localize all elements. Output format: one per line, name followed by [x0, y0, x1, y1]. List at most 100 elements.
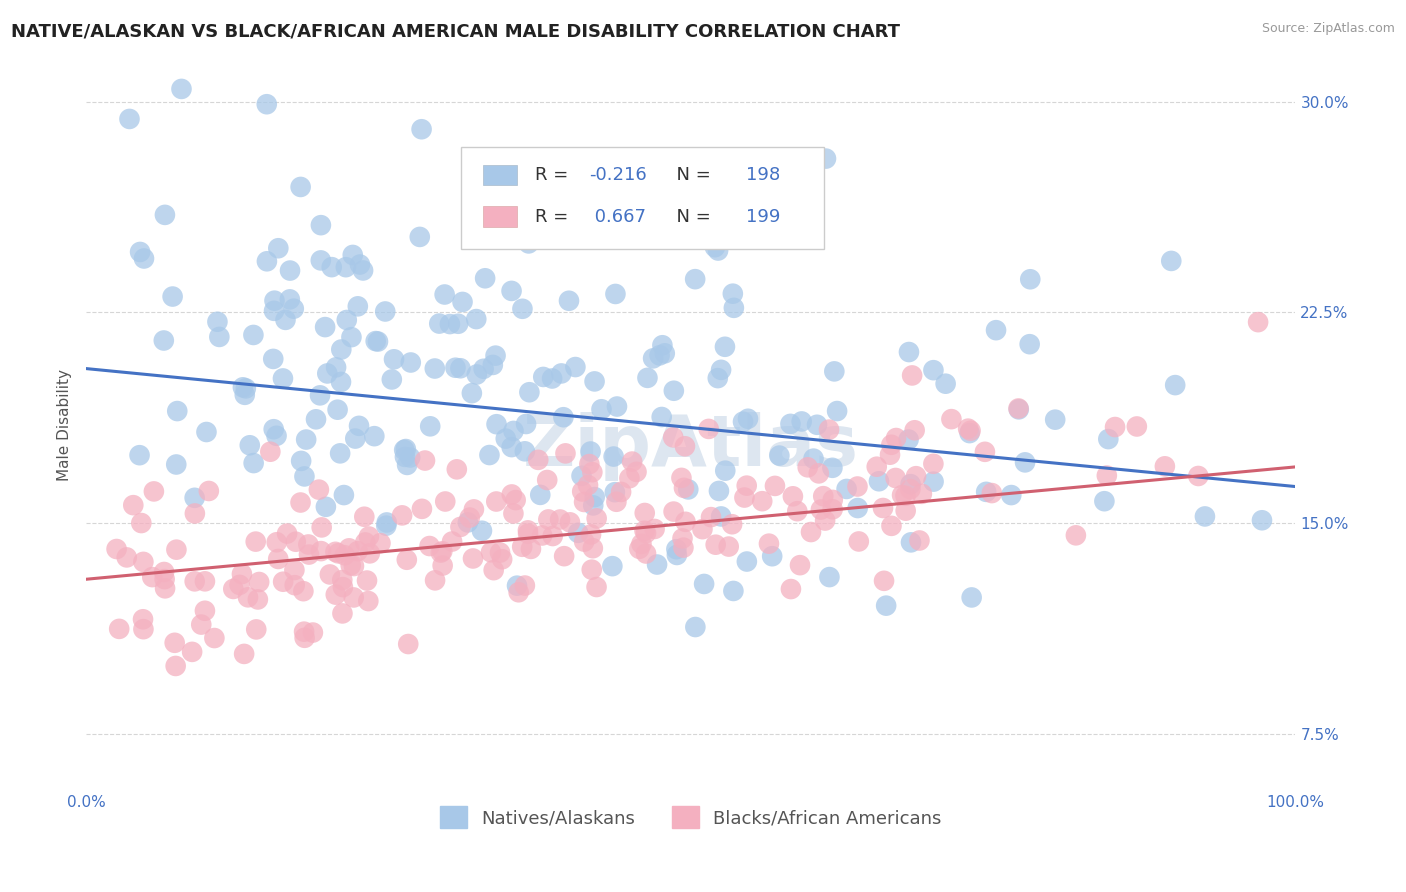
- Point: [222, 582, 245, 596]
- Point: [634, 526, 657, 541]
- Point: [472, 361, 495, 376]
- Point: [349, 258, 371, 272]
- Point: [333, 548, 356, 562]
- Point: [779, 417, 801, 431]
- Point: [678, 483, 700, 497]
- Point: [710, 363, 733, 377]
- Point: [315, 500, 337, 514]
- Point: [165, 542, 187, 557]
- Point: [353, 509, 375, 524]
- Point: [554, 446, 576, 460]
- Point: [935, 376, 957, 391]
- Point: [595, 211, 617, 225]
- Point: [707, 483, 730, 498]
- Point: [529, 488, 551, 502]
- Point: [392, 442, 415, 457]
- Text: -0.216: -0.216: [589, 166, 647, 184]
- Point: [567, 525, 589, 540]
- Point: [1019, 272, 1042, 286]
- Point: [432, 544, 454, 558]
- Point: [375, 518, 398, 533]
- Point: [411, 122, 433, 136]
- Point: [517, 236, 540, 251]
- Point: [894, 504, 917, 518]
- Point: [905, 469, 928, 483]
- Point: [796, 460, 818, 475]
- Point: [263, 422, 285, 436]
- Point: [813, 489, 835, 503]
- Point: [357, 594, 380, 608]
- Point: [534, 212, 557, 227]
- Point: [825, 404, 848, 418]
- Point: [295, 433, 318, 447]
- Point: [1092, 494, 1115, 508]
- Y-axis label: Male Disability: Male Disability: [58, 368, 72, 481]
- Point: [267, 241, 290, 255]
- Point: [810, 502, 832, 516]
- Point: [198, 483, 221, 498]
- Point: [516, 524, 538, 538]
- Point: [900, 535, 922, 549]
- Point: [239, 438, 262, 452]
- Point: [672, 541, 695, 555]
- Point: [309, 218, 332, 232]
- Point: [396, 637, 419, 651]
- Point: [485, 494, 508, 508]
- Point: [665, 548, 688, 562]
- Point: [266, 429, 288, 443]
- Point: [800, 524, 823, 539]
- Point: [309, 544, 332, 558]
- Point: [195, 425, 218, 439]
- Point: [531, 528, 554, 542]
- Point: [413, 453, 436, 467]
- Point: [271, 574, 294, 589]
- Point: [391, 508, 413, 523]
- Point: [491, 552, 513, 566]
- Point: [184, 507, 207, 521]
- Point: [1043, 412, 1066, 426]
- Point: [153, 565, 176, 579]
- Point: [872, 501, 894, 516]
- Point: [129, 244, 152, 259]
- Point: [583, 375, 606, 389]
- Point: [960, 591, 983, 605]
- Point: [461, 551, 484, 566]
- Point: [207, 315, 229, 329]
- Point: [290, 454, 312, 468]
- Point: [183, 491, 205, 505]
- Point: [235, 381, 257, 395]
- Point: [630, 537, 652, 551]
- Point: [714, 340, 737, 354]
- Point: [665, 542, 688, 557]
- Point: [278, 293, 301, 307]
- Point: [305, 412, 328, 426]
- Point: [332, 580, 354, 594]
- Point: [510, 540, 533, 554]
- Point: [721, 517, 744, 532]
- Point: [423, 361, 446, 376]
- Point: [501, 284, 523, 298]
- Point: [343, 591, 366, 605]
- Point: [807, 467, 830, 481]
- Point: [283, 563, 305, 577]
- Point: [347, 418, 370, 433]
- Point: [512, 301, 534, 316]
- Point: [419, 539, 441, 553]
- Point: [482, 563, 505, 577]
- Point: [370, 536, 392, 550]
- Point: [190, 617, 212, 632]
- Point: [579, 444, 602, 458]
- Point: [818, 423, 841, 437]
- Point: [572, 495, 595, 509]
- Point: [553, 410, 575, 425]
- Point: [478, 448, 501, 462]
- Point: [294, 631, 316, 645]
- Point: [1194, 509, 1216, 524]
- Point: [904, 423, 927, 437]
- Point: [319, 567, 342, 582]
- Point: [267, 552, 290, 566]
- Point: [806, 417, 828, 432]
- Point: [648, 348, 671, 362]
- Point: [1154, 459, 1177, 474]
- Point: [605, 287, 627, 301]
